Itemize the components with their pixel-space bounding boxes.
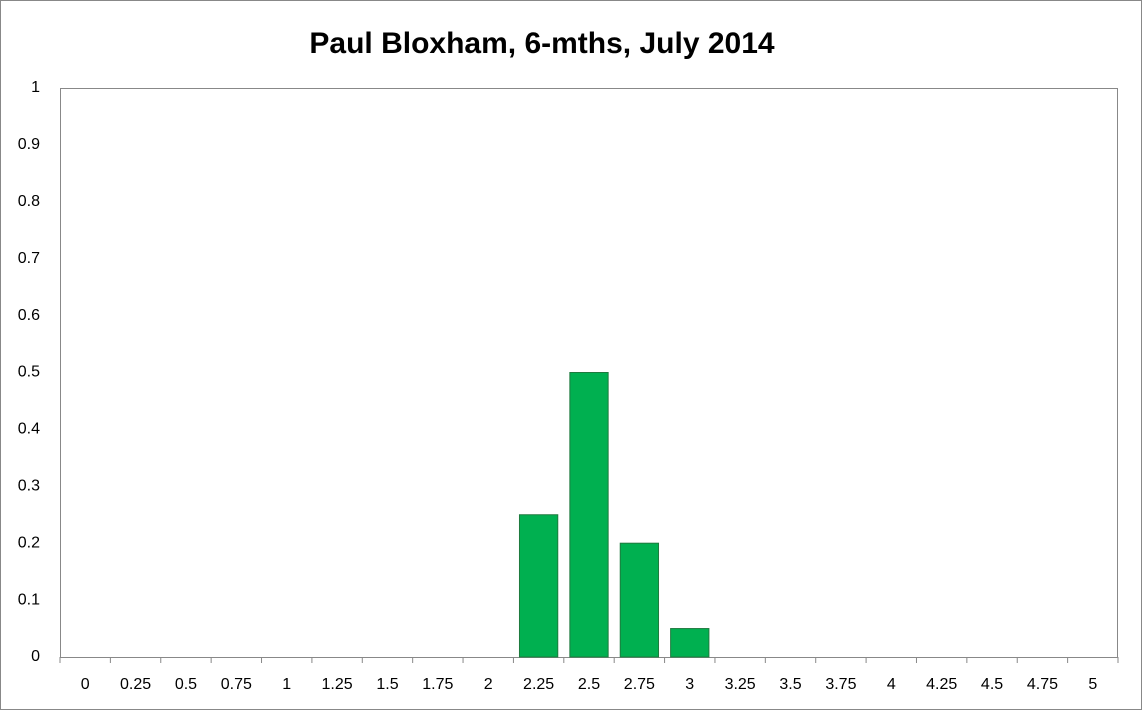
x-tick-label: 3.75 — [825, 676, 856, 693]
x-tick-label: 0 — [81, 676, 90, 693]
x-tick-label: 1.5 — [376, 676, 398, 693]
x-tick-label: 5 — [1088, 676, 1097, 693]
x-tick-label: 3.5 — [779, 676, 801, 693]
x-tick-label: 2.75 — [624, 676, 655, 693]
y-tick-label: 0.1 — [18, 591, 40, 608]
bar — [670, 628, 710, 658]
x-tick-label: 4.25 — [926, 676, 957, 693]
x-tick-label: 2 — [484, 676, 493, 693]
x-tick-label: 1 — [282, 676, 291, 693]
x-tick-label: 4.75 — [1027, 676, 1058, 693]
x-tick-label: 2.25 — [523, 676, 554, 693]
x-tick-label: 0.25 — [120, 676, 151, 693]
bar — [518, 514, 559, 658]
y-tick-label: 0.2 — [18, 534, 40, 551]
x-tick-label: 3.25 — [725, 676, 756, 693]
x-tick-label: 2.5 — [578, 676, 600, 693]
y-tick-label: 0.9 — [18, 136, 40, 153]
x-tick-label: 1.25 — [322, 676, 353, 693]
y-tick-label: 0.7 — [18, 250, 40, 267]
x-tick-label: 4 — [887, 676, 896, 693]
y-tick-label: 0.4 — [18, 421, 40, 438]
chart-title: Paul Bloxham, 6-mths, July 2014 — [309, 27, 774, 60]
x-tick-label: 0.5 — [175, 676, 197, 693]
x-tick-label: 0.75 — [221, 676, 252, 693]
bar — [569, 372, 609, 658]
y-tick-label: 0 — [31, 648, 40, 665]
y-tick-label: 0.6 — [18, 307, 40, 324]
x-tick-label: 4.5 — [981, 676, 1003, 693]
y-tick-label: 1 — [31, 79, 40, 96]
x-tick-label: 3 — [685, 676, 694, 693]
x-tick-label: 1.75 — [422, 676, 453, 693]
y-tick-label: 0.3 — [18, 478, 40, 495]
y-tick-label: 0.5 — [18, 364, 40, 381]
bar — [619, 542, 660, 658]
y-tick-label: 0.8 — [18, 193, 40, 210]
